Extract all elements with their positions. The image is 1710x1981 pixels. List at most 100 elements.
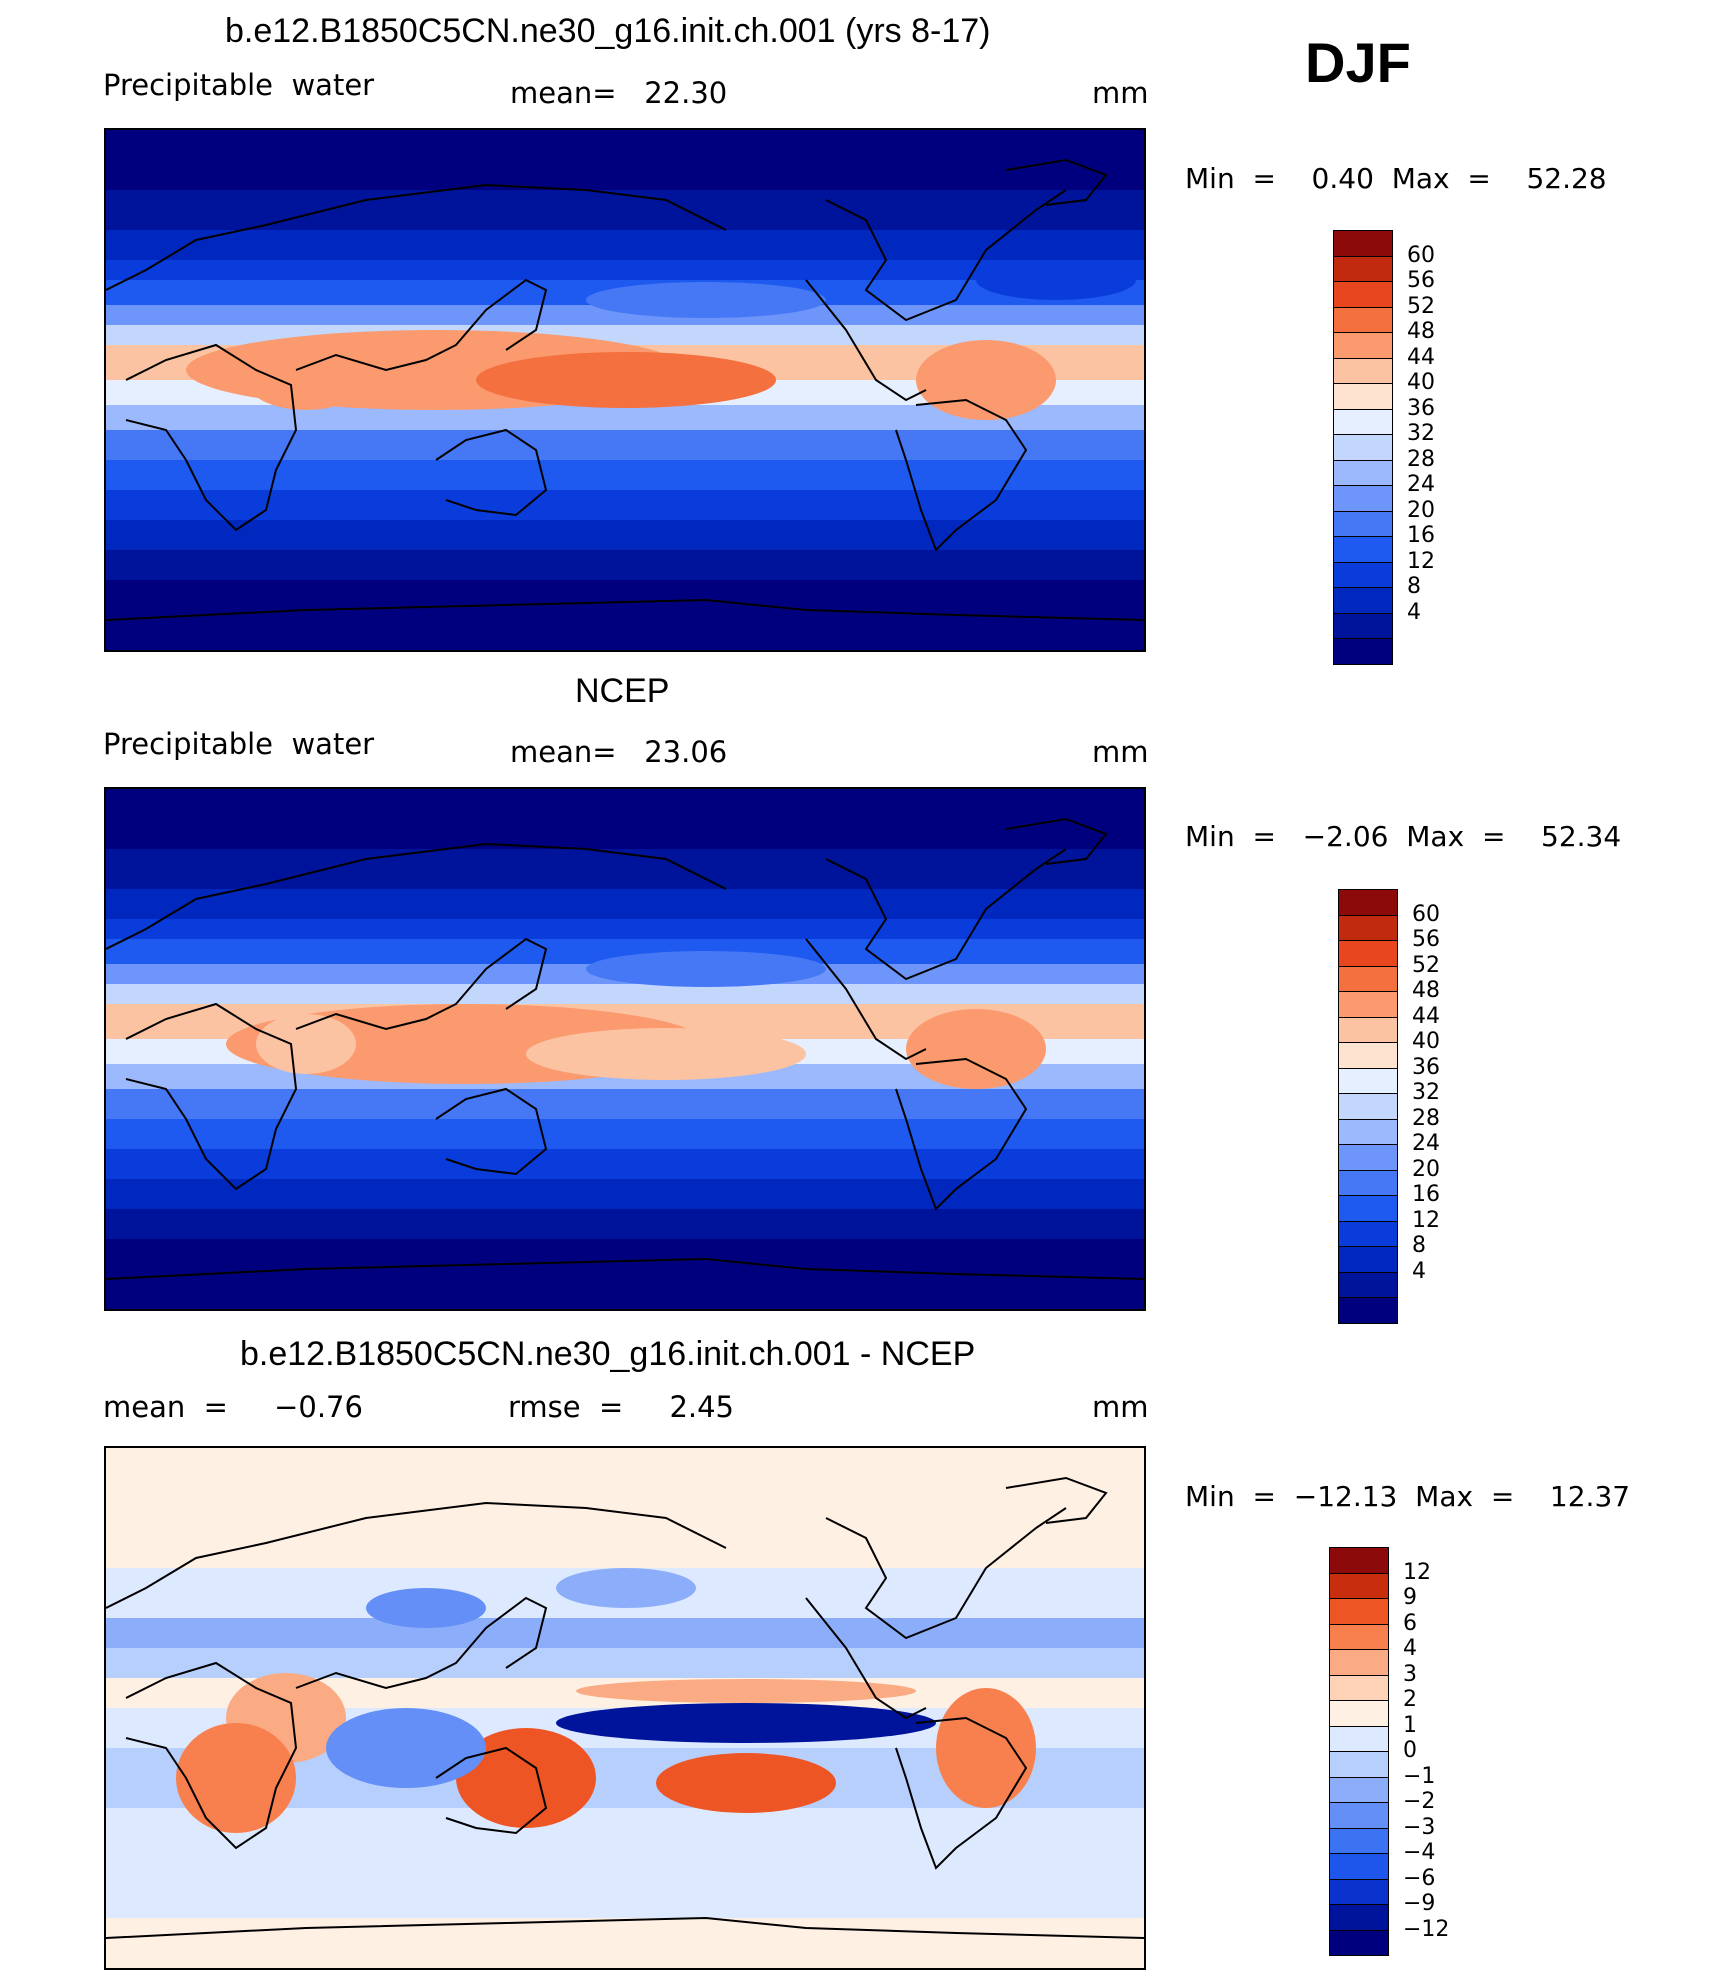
field-feature	[526, 1028, 806, 1080]
coastline	[805, 1597, 927, 1720]
colorbar-box	[1338, 1246, 1398, 1273]
colorbar-box	[1329, 1598, 1389, 1625]
colorbar-box	[1338, 1169, 1398, 1196]
field-feature	[176, 1723, 296, 1833]
colorbar-tick-label: 32	[1412, 1080, 1440, 1105]
colorbar-tick-label: −2	[1403, 1789, 1436, 1814]
colorbar-tick-label: 52	[1407, 293, 1435, 319]
coastline	[825, 189, 1067, 322]
colorbar-box	[1338, 1271, 1398, 1298]
panel-1-title: b.e12.B1850C5CN.ne30_g16.init.ch.001 (yr…	[225, 12, 991, 50]
coastline	[435, 1746, 548, 1835]
colorbar-tick-label: 56	[1412, 927, 1440, 952]
colorbar-tick-label: 60	[1412, 901, 1440, 927]
colorbar-box	[1333, 434, 1393, 461]
field-band	[106, 550, 1144, 580]
coastline	[125, 343, 298, 532]
colorbar-box	[1338, 991, 1398, 1018]
colorbar-tick-label: −1	[1403, 1763, 1436, 1789]
field-feature	[246, 350, 366, 410]
field-band	[106, 919, 1144, 939]
field-feature	[456, 1728, 596, 1828]
field-band	[106, 1808, 1144, 1868]
colorbar-tick-label: 28	[1412, 1105, 1440, 1131]
colorbar-box	[1333, 510, 1393, 537]
field-feature	[576, 1679, 916, 1703]
colorbar-tick-label: −3	[1403, 1814, 1436, 1840]
field-band	[106, 190, 1144, 230]
colorbar-tick-label: 12	[1403, 1559, 1431, 1585]
colorbar-tick-label: −12	[1403, 1916, 1450, 1942]
field-feature	[256, 1014, 356, 1074]
field-feature	[656, 1753, 836, 1813]
colorbar-tick-label: 44	[1412, 1003, 1440, 1029]
colorbar-box	[1329, 1904, 1389, 1931]
colorbar-tick-label: 40	[1412, 1029, 1440, 1054]
colorbar-tick-label: 9	[1403, 1585, 1417, 1610]
colorbar-tick-label: 12	[1407, 548, 1435, 574]
coastline	[895, 1057, 1028, 1211]
colorbar-box	[1329, 1700, 1389, 1727]
field-band	[106, 490, 1144, 520]
panel-1-units: mm	[1092, 76, 1149, 110]
field-band	[106, 789, 1144, 849]
colorbar-box	[1338, 1016, 1398, 1043]
colorbar-tick-label: 32	[1407, 421, 1435, 446]
panel-2-mean-label: mean= 23.06	[510, 735, 728, 769]
panel-3-rmse-label: rmse = 2.45	[508, 1390, 735, 1424]
colorbar-tick-label: 60	[1407, 242, 1435, 268]
coastline	[825, 1507, 1067, 1640]
coastline	[435, 1087, 548, 1176]
colorbar-tick-label: 16	[1412, 1182, 1440, 1207]
field-band	[106, 1648, 1144, 1678]
colorbar-box	[1333, 230, 1393, 257]
panel-3-title: b.e12.B1850C5CN.ne30_g16.init.ch.001 - N…	[240, 1335, 976, 1373]
colorbar-box	[1338, 1144, 1398, 1171]
colorbar-tick-label: 44	[1407, 344, 1435, 370]
coastline	[295, 937, 548, 1031]
colorbar-box	[1338, 889, 1398, 916]
colorbar-box	[1329, 1751, 1389, 1778]
colorbar-tick-label: 24	[1412, 1131, 1440, 1156]
colorbar-box	[1329, 1623, 1389, 1650]
colorbar-box	[1329, 1547, 1389, 1574]
colorbar-box	[1333, 255, 1393, 282]
field-feature	[906, 1009, 1046, 1089]
colorbar-tick-label: 6	[1403, 1610, 1417, 1636]
colorbar-tick-label: 52	[1412, 952, 1440, 978]
season-label: DJF	[1305, 31, 1411, 94]
panel-1-map	[104, 128, 1146, 652]
field-band	[106, 849, 1144, 889]
field-band	[106, 460, 1144, 490]
field-feature	[556, 1703, 936, 1743]
field-feature	[586, 282, 826, 318]
field-feature	[556, 1568, 696, 1608]
colorbar-box	[1333, 587, 1393, 614]
field-band	[106, 1209, 1144, 1239]
coastline	[106, 598, 1144, 621]
colorbar-box	[1338, 914, 1398, 941]
coastline	[435, 428, 548, 517]
colorbar-tick-label: 12	[1412, 1207, 1440, 1233]
colorbar-box	[1333, 536, 1393, 563]
panel-2-variable-label: Precipitable water	[103, 727, 375, 761]
colorbar-box	[1338, 1042, 1398, 1069]
colorbar-box	[1338, 1195, 1398, 1222]
colorbar-box	[1329, 1725, 1389, 1752]
panel-2-map	[104, 787, 1146, 1311]
colorbar-tick-label: 56	[1407, 268, 1435, 293]
coastline	[106, 183, 727, 291]
colorbar-box	[1338, 1220, 1398, 1247]
colorbar-box	[1333, 485, 1393, 512]
colorbar-box	[1333, 638, 1393, 665]
colorbar-box	[1329, 1776, 1389, 1803]
field-band	[106, 305, 1144, 325]
field-band	[106, 130, 1144, 190]
colorbar-tick-label: −4	[1403, 1840, 1436, 1865]
colorbar-box	[1329, 1878, 1389, 1905]
coastline	[106, 842, 727, 950]
colorbar-box	[1333, 357, 1393, 384]
colorbar-box	[1329, 1674, 1389, 1701]
panel-1-minmax: Min = 0.40 Max = 52.28	[1185, 162, 1607, 195]
colorbar-tick-label: 48	[1407, 319, 1435, 344]
